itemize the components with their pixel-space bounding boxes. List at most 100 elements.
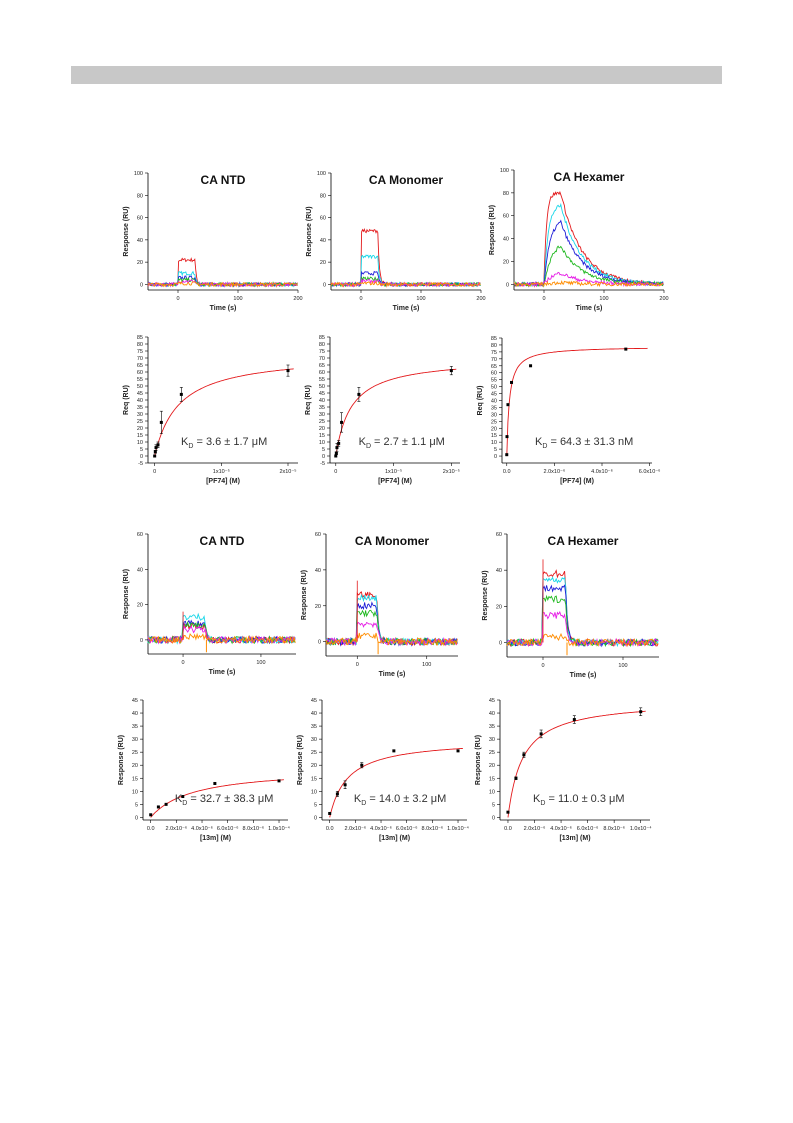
x-tick-label: 0 — [153, 469, 156, 475]
chart-11: 0 5 10 15 20 25 30 35 40 45 0.0 2.0x10⁻⁶ 4.0x10⁻⁶ 6.0… — [297, 698, 470, 842]
y-tick-label: 10 — [132, 789, 138, 795]
series-line — [330, 270, 481, 288]
y-tick-label: 10 — [319, 440, 325, 446]
data-point — [149, 813, 153, 817]
chart-title: CA Monomer — [355, 534, 430, 548]
y-tick-label: 0 — [494, 454, 497, 460]
y-tick-label: 20 — [491, 426, 497, 432]
series-line — [513, 190, 664, 288]
y-tick-label: 40 — [320, 238, 326, 244]
chart-title: CA NTD — [201, 173, 246, 187]
y-tick-label: 35 — [319, 405, 325, 411]
x-tick-label: 100 — [256, 660, 265, 666]
y-tick-label: 20 — [137, 603, 143, 609]
data-point — [572, 718, 576, 722]
y-tick-label: 85 — [319, 335, 325, 341]
data-point — [449, 369, 453, 373]
data-point — [506, 810, 510, 814]
y-tick-label: 5 — [314, 802, 317, 808]
y-tick-label: 0 — [314, 815, 317, 821]
x-tick-label: 0 — [182, 660, 185, 666]
data-point — [539, 732, 543, 736]
kd-annotation: KD = 3.6 ± 1.7 μM — [181, 436, 267, 450]
y-tick-label: 40 — [311, 711, 317, 717]
kd-annotation: KD = 64.3 ± 31.3 nM — [535, 436, 633, 450]
kd-annotation: KD = 14.0 ± 3.2 μM — [354, 793, 446, 807]
y-tick-label: 60 — [319, 370, 325, 376]
series-line — [513, 219, 664, 288]
chart-2: 0 20 40 60 80 100 0 100 200 Time (s) Response (RU)… — [306, 171, 486, 312]
y-tick-label: 60 — [320, 216, 326, 222]
y-tick-label: 70 — [319, 356, 325, 362]
y-tick-label: 60 — [496, 532, 502, 538]
series-line — [325, 594, 458, 646]
x-tick-label: 1.0x10⁻⁴ — [268, 825, 290, 832]
y-tick-label: 10 — [137, 440, 143, 446]
fit-curve — [329, 747, 463, 818]
kd-annotation: KD = 2.7 ± 1.1 μM — [359, 436, 445, 450]
data-point — [360, 763, 364, 767]
x-tick-label: 200 — [659, 296, 668, 302]
y-tick-label: 15 — [319, 433, 325, 439]
y-tick-label: 20 — [132, 763, 138, 769]
data-point — [357, 392, 361, 396]
x-tick-label: 4.0x10⁻⁶ — [550, 825, 572, 832]
y-tick-label: 0 — [506, 282, 509, 288]
y-tick-label: 40 — [137, 398, 143, 404]
series-line — [325, 632, 458, 647]
x-tick-label: 0.0 — [326, 826, 334, 832]
fit-curve — [335, 368, 457, 457]
x-tick-label: 100 — [618, 663, 627, 669]
y-tick-label: 60 — [491, 371, 497, 377]
x-tick-label: 4.0x10⁻⁶ — [370, 825, 392, 832]
y-tick-label: 80 — [491, 343, 497, 349]
y-tick-label: -5 — [138, 461, 143, 467]
y-tick-label: 15 — [311, 776, 317, 782]
x-tick-label: 0.0 — [503, 469, 511, 475]
y-tick-label: 10 — [491, 440, 497, 446]
y-tick-label: 5 — [135, 802, 138, 808]
y-tick-label: 45 — [137, 391, 143, 397]
kd-annotation: KD = 32.7 ± 38.3 μM — [175, 793, 273, 807]
y-tick-label: 25 — [137, 419, 143, 425]
data-point — [277, 779, 281, 783]
y-tick-label: 0 — [318, 640, 321, 646]
series-line — [513, 245, 664, 288]
x-tick-label: 6.0x10⁻⁶ — [639, 468, 661, 475]
chart-title: CA NTD — [200, 534, 245, 548]
y-tick-label: 50 — [491, 385, 497, 391]
y-tick-label: 20 — [489, 763, 495, 769]
y-tick-label: 5 — [492, 802, 495, 808]
y-axis-label: Response (RU) — [482, 570, 489, 620]
y-axis-label: Response (RU) — [123, 206, 130, 256]
y-axis-label: Response (RU) — [475, 735, 482, 785]
chart-title: CA Hexamer — [554, 170, 625, 184]
x-tick-label: 4.0x10⁻⁶ — [191, 825, 213, 832]
y-axis-label: Req (RU) — [123, 385, 130, 415]
series-line — [147, 257, 298, 288]
y-tick-label: 0 — [140, 282, 143, 288]
y-tick-label: 15 — [489, 776, 495, 782]
y-tick-label: 10 — [311, 789, 317, 795]
y-tick-label: 75 — [137, 349, 143, 355]
x-tick-label: 200 — [476, 296, 485, 302]
data-point — [159, 420, 163, 424]
x-axis-label: Time (s) — [379, 671, 406, 678]
chart-10: 0 5 10 15 20 25 30 35 40 45 0.0 2.0x10⁻⁶ 4.0x10⁻⁶ 6.0… — [118, 698, 291, 842]
y-tick-label: 0 — [492, 815, 495, 821]
data-point — [624, 347, 628, 351]
y-tick-label: 25 — [132, 750, 138, 756]
y-tick-label: 0 — [322, 454, 325, 460]
y-tick-label: 100 — [317, 171, 326, 177]
data-point — [505, 435, 509, 439]
x-tick-label: 2.0x10⁻⁶ — [544, 468, 566, 475]
y-tick-label: 35 — [311, 724, 317, 730]
y-tick-label: 40 — [315, 568, 321, 574]
x-axis-label: [13m] (M) — [559, 835, 590, 842]
y-tick-label: 20 — [320, 260, 326, 266]
y-tick-label: 60 — [503, 214, 509, 220]
y-tick-label: 100 — [134, 171, 143, 177]
y-tick-label: 0 — [323, 282, 326, 288]
y-axis-label: Response (RU) — [118, 735, 125, 785]
